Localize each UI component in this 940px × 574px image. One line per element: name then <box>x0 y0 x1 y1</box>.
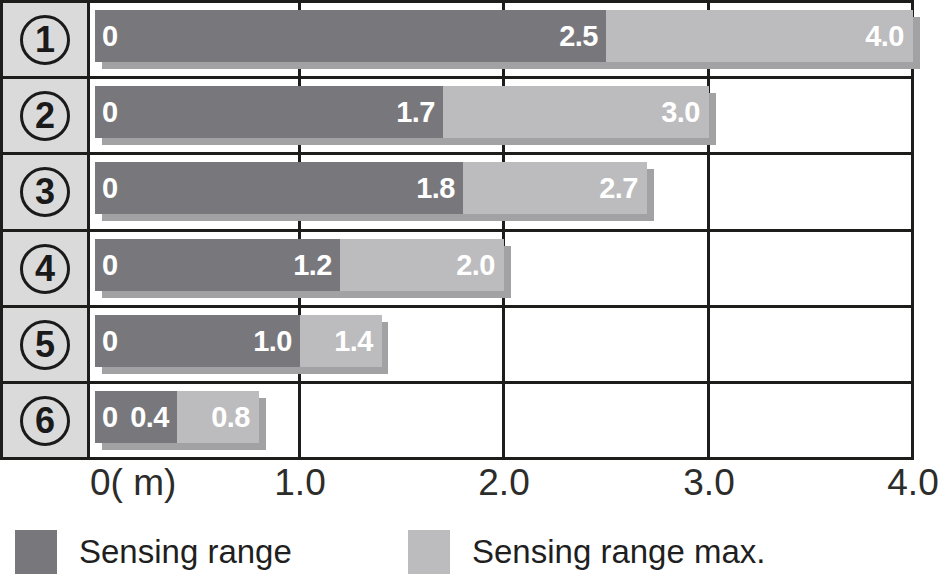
row-index-badge: 4 <box>20 244 70 294</box>
bar-value-label: 1.7 <box>396 98 435 127</box>
legend-item-sensing-range: Sensing range <box>15 530 292 574</box>
x-axis-tick-label: 1.0 <box>274 463 325 504</box>
row-index-badge: 2 <box>20 91 70 141</box>
bar-zero-label: 0 <box>102 98 118 127</box>
sensing-range-bar: 01.2 <box>95 239 340 291</box>
sensing-range-max-bar: 2.0 <box>340 239 504 291</box>
bar-zero-label: 0 <box>102 403 118 432</box>
bar-max-label: 1.4 <box>334 327 373 356</box>
bar-value-label: 1.2 <box>293 251 332 280</box>
bar-max-label: 2.7 <box>599 174 638 203</box>
bar-max-label: 0.8 <box>211 403 250 432</box>
row-index-badge: 1 <box>20 15 70 65</box>
row-index-badge: 3 <box>20 167 70 217</box>
x-axis-line <box>0 457 914 460</box>
row-separator-line <box>0 152 914 155</box>
row-separator-line <box>0 76 914 79</box>
sensing-range-max-bar: 3.0 <box>443 86 709 138</box>
x-axis-tick-label: 0( m) <box>90 463 176 504</box>
bar-zero-label: 0 <box>102 174 118 203</box>
bar-zero-label: 0 <box>102 251 118 280</box>
x-axis-tick-label: 4.0 <box>887 463 938 504</box>
bar-group: 01.22.0 <box>95 239 504 291</box>
bar-value-label: 1.0 <box>253 327 292 356</box>
sensing-range-bar: 00.4 <box>95 391 177 443</box>
bar-value-label: 1.8 <box>416 174 455 203</box>
row-index-badge: 5 <box>20 320 70 370</box>
bar-value-label: 2.5 <box>559 22 598 51</box>
bar-max-label: 3.0 <box>661 98 700 127</box>
bar-zero-label: 0 <box>102 327 118 356</box>
legend-swatch-sensing-range <box>15 530 57 574</box>
bar-group: 01.73.0 <box>95 86 709 138</box>
bar-max-label: 2.0 <box>456 251 495 280</box>
legend-swatch-sensing-range-max <box>408 530 450 574</box>
bar-group: 00.40.8 <box>95 391 259 443</box>
bar-zero-label: 0 <box>102 22 118 51</box>
bar-group: 01.82.7 <box>95 162 647 214</box>
sensing-range-chart: 102.54.0201.73.0301.82.7401.22.0501.01.4… <box>0 0 940 574</box>
sensing-range-bar: 01.7 <box>95 86 443 138</box>
sensing-range-bar: 02.5 <box>95 10 606 62</box>
x-axis-tick-label: 3.0 <box>683 463 734 504</box>
bar-max-label: 4.0 <box>865 22 904 51</box>
bar-value-label: 0.4 <box>130 403 169 432</box>
bar-group: 02.54.0 <box>95 10 913 62</box>
row-separator-line <box>0 381 914 384</box>
sensing-range-bar: 01.0 <box>95 315 300 367</box>
sensing-range-max-bar: 1.4 <box>300 315 382 367</box>
x-axis-tick-label: 2.0 <box>478 463 529 504</box>
sensing-range-max-bar: 4.0 <box>606 10 913 62</box>
legend-item-sensing-range-max: Sensing range max. <box>408 530 766 574</box>
legend-label-sensing-range-max: Sensing range max. <box>472 533 766 571</box>
row-index-badge: 6 <box>20 396 70 446</box>
legend-label-sensing-range: Sensing range <box>79 533 292 571</box>
sensing-range-max-bar: 0.8 <box>177 391 259 443</box>
row-separator-line <box>0 305 914 308</box>
row-separator-line <box>0 229 914 232</box>
sensing-range-bar: 01.8 <box>95 162 463 214</box>
chart-top-border <box>0 0 914 3</box>
bar-group: 01.01.4 <box>95 315 381 367</box>
sensing-range-max-bar: 2.7 <box>463 162 647 214</box>
